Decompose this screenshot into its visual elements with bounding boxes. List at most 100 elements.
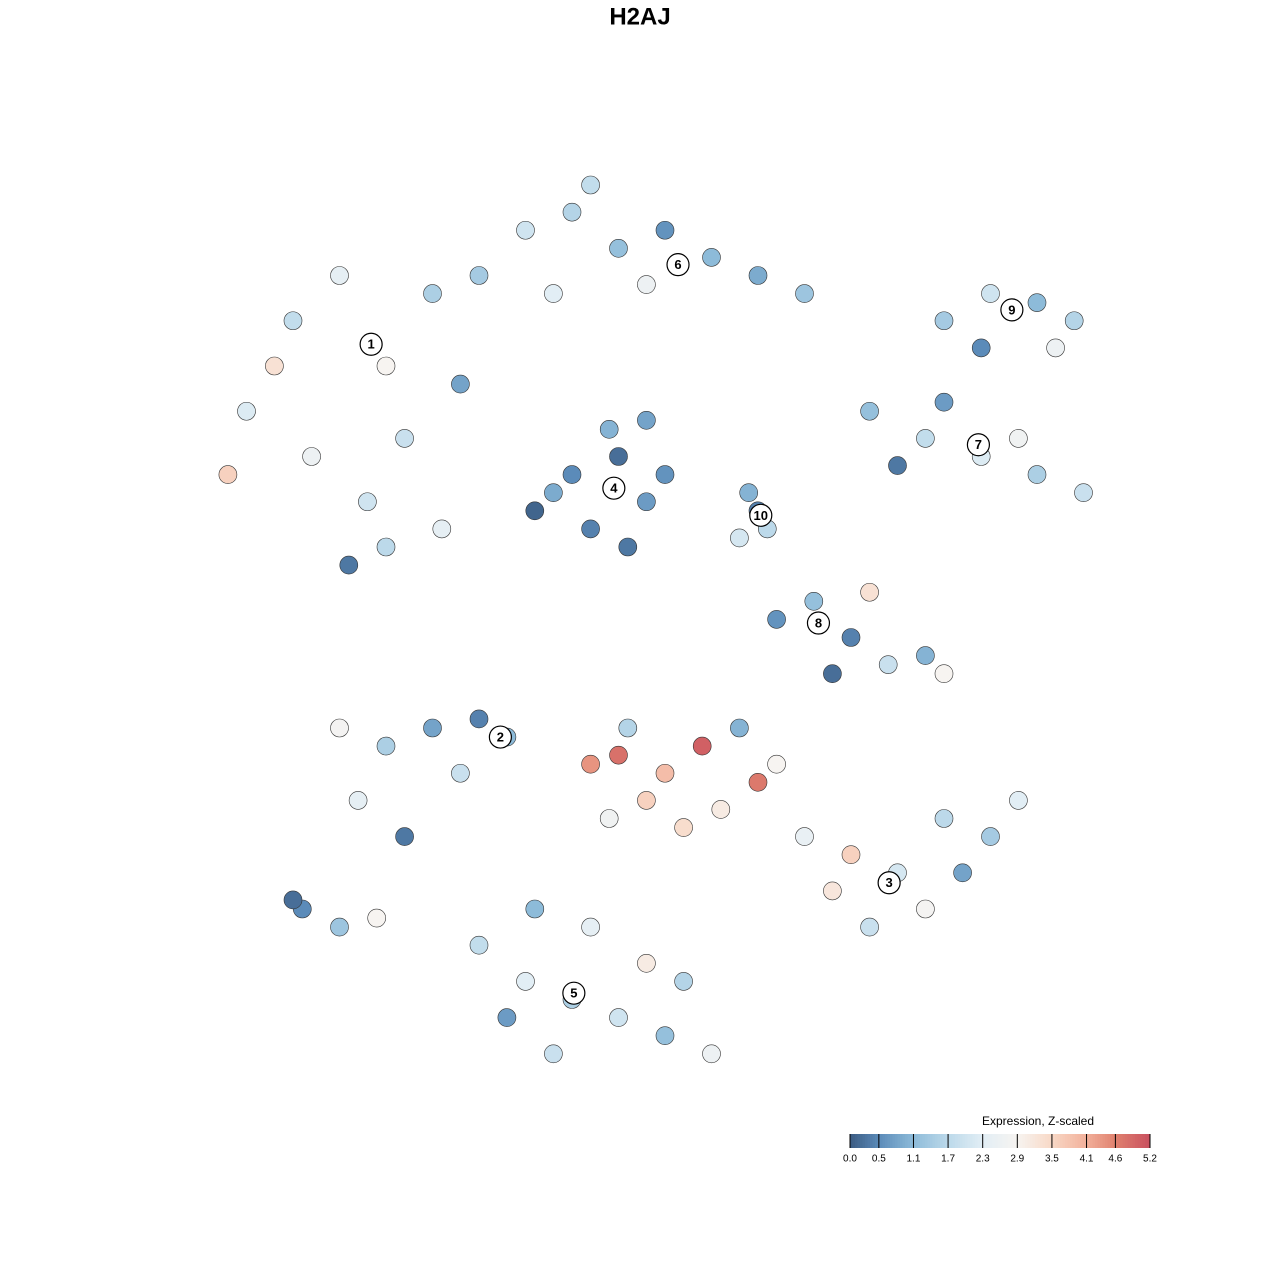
point [609, 1008, 628, 1027]
cluster-marker [359, 332, 383, 356]
colorbar-segment [1007, 1134, 1011, 1148]
colorbar-segment [910, 1134, 913, 1148]
point [376, 736, 396, 756]
colorbar-segment [917, 1134, 921, 1148]
colorbar-segment [1110, 1134, 1113, 1148]
colorbar-segment [1087, 1134, 1091, 1148]
colorbar-segment [1075, 1134, 1078, 1148]
point [599, 809, 619, 828]
colorbar-segment [1017, 1134, 1021, 1148]
colorbar-tick-label: 0.0 [843, 1154, 857, 1165]
colorbar-segment [975, 1134, 978, 1148]
colorbar-tick-label: 2.9 [1010, 1154, 1024, 1165]
point [888, 456, 907, 475]
point [934, 311, 954, 331]
colorbar-segment [1097, 1134, 1101, 1148]
point [283, 890, 303, 910]
point [971, 338, 991, 358]
colorbar-segment [995, 1134, 998, 1148]
colorbar-segment [977, 1134, 981, 1148]
colorbar-segment [990, 1134, 993, 1148]
point [423, 284, 442, 303]
colorbar-segment [900, 1134, 903, 1148]
colorbar-tick-label: 4.1 [1080, 1154, 1094, 1165]
colorbar-segment [902, 1134, 906, 1148]
point [795, 284, 814, 303]
colorbar-segment [1037, 1134, 1041, 1148]
colorbar-segment [1055, 1134, 1058, 1148]
colorbar-segment [1072, 1134, 1076, 1148]
point [544, 284, 563, 303]
colorbar-segment [957, 1134, 961, 1148]
colorbar-segment [922, 1134, 926, 1148]
cluster-label: 8 [815, 615, 822, 630]
colorbar-segment [850, 1134, 853, 1148]
point [860, 401, 879, 421]
colorbar-segment [1120, 1134, 1123, 1148]
colorbar-segment [980, 1134, 983, 1148]
point [655, 1026, 675, 1045]
colorbar-segment [882, 1134, 886, 1148]
colorbar-segment [1130, 1134, 1133, 1148]
colorbar-segment [890, 1134, 893, 1148]
colorbar-segment [972, 1134, 976, 1148]
cluster-label: 3 [886, 875, 893, 890]
point [358, 492, 377, 512]
point [581, 754, 600, 774]
colorbar-tick-label: 3.5 [1045, 1154, 1059, 1165]
point [730, 528, 749, 548]
point [878, 655, 898, 674]
colorbar-segment [860, 1134, 863, 1148]
point [934, 664, 954, 684]
point [637, 791, 656, 810]
colorbar-segment [1032, 1134, 1036, 1148]
point [1027, 293, 1047, 312]
point [516, 220, 535, 240]
point [330, 266, 349, 285]
colorbar-segment [862, 1134, 866, 1148]
cluster-marker [877, 871, 901, 895]
point [237, 401, 256, 421]
cluster-label: 1 [368, 337, 375, 352]
point [860, 582, 879, 602]
colorbar-segment [1142, 1134, 1146, 1148]
colorbar-segment [1112, 1134, 1116, 1148]
colorbar-tick-label: 1.7 [941, 1154, 955, 1165]
colorbar-segment [1100, 1134, 1103, 1148]
colorbar-segment [1090, 1134, 1093, 1148]
point [395, 429, 414, 448]
colorbar-segment [947, 1134, 951, 1148]
colorbar-segment [915, 1134, 918, 1148]
point [674, 818, 693, 837]
point [469, 935, 489, 955]
colorbar-segment [937, 1134, 941, 1148]
colorbar-segment [970, 1134, 973, 1148]
point [599, 420, 619, 439]
colorbar-segment [1022, 1134, 1026, 1148]
colorbar-segment [880, 1134, 883, 1148]
point [451, 763, 470, 783]
point [823, 881, 842, 901]
point [823, 664, 842, 684]
colorbar-segment [1115, 1134, 1118, 1148]
colorbar-segment [982, 1134, 986, 1148]
colorbar-segment [945, 1134, 948, 1148]
point [451, 374, 470, 394]
point [953, 863, 972, 883]
point [860, 917, 879, 937]
cluster-label: 9 [1008, 302, 1015, 317]
colorbar-segment [1042, 1134, 1046, 1148]
point [376, 537, 396, 557]
colorbar-segment [1047, 1134, 1051, 1148]
point [218, 465, 238, 484]
point [655, 220, 675, 240]
colorbar-segment [1140, 1134, 1143, 1148]
colorbar-segment [897, 1134, 901, 1148]
colorbar-segment [1030, 1134, 1033, 1148]
colorbar-segment [1107, 1134, 1111, 1148]
point [748, 266, 768, 285]
colorbar-segment [895, 1134, 898, 1148]
colorbar-segment [1117, 1134, 1121, 1148]
colorbar-tick-label: 5.2 [1143, 1154, 1157, 1165]
point [339, 555, 359, 575]
